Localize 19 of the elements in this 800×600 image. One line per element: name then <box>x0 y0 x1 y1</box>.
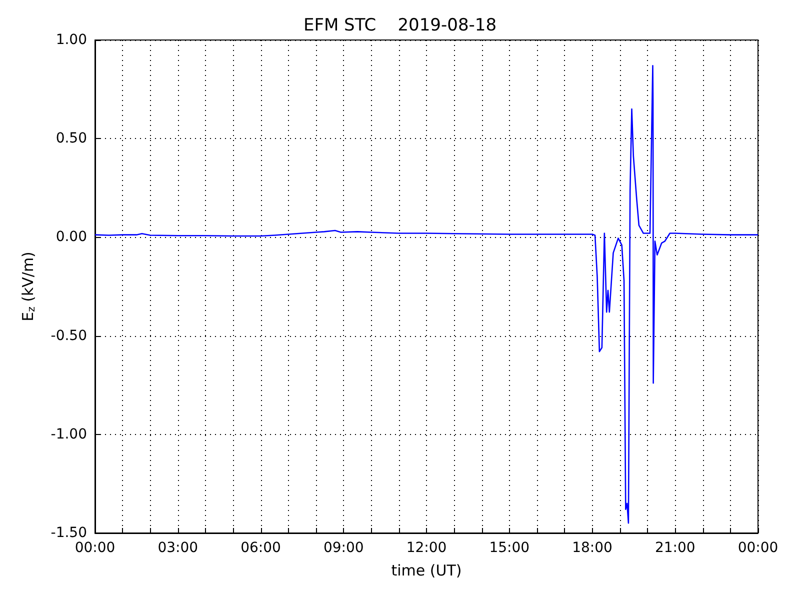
y-tick-label: -0.50 <box>50 328 87 344</box>
x-tick-label: 06:00 <box>240 540 281 556</box>
x-tick-label: 09:00 <box>323 540 364 556</box>
x-tick-label: 03:00 <box>158 540 198 556</box>
x-tick-label: 21:00 <box>654 540 696 556</box>
y-tick-label: 0.00 <box>56 229 87 246</box>
chart-title: EFM STC 2019-08-18 <box>303 16 497 36</box>
y-tick-label: 0.50 <box>56 130 87 147</box>
y-axis-title: Ez (kV/m) <box>19 252 38 322</box>
x-tick-label: 00:00 <box>74 540 116 556</box>
y-tick-label: -1.00 <box>50 426 87 442</box>
x-axis-title: time (UT) <box>391 562 462 580</box>
line-series <box>94 64 759 524</box>
x-tick-label: 18:00 <box>572 540 612 556</box>
x-tick-label: 00:00 <box>738 540 778 556</box>
y-tick-label: -1.50 <box>50 525 87 541</box>
x-tick-label: 15:00 <box>489 540 530 556</box>
x-tick-label: 12:00 <box>406 540 447 556</box>
y-tick-label: 1.00 <box>56 32 87 48</box>
